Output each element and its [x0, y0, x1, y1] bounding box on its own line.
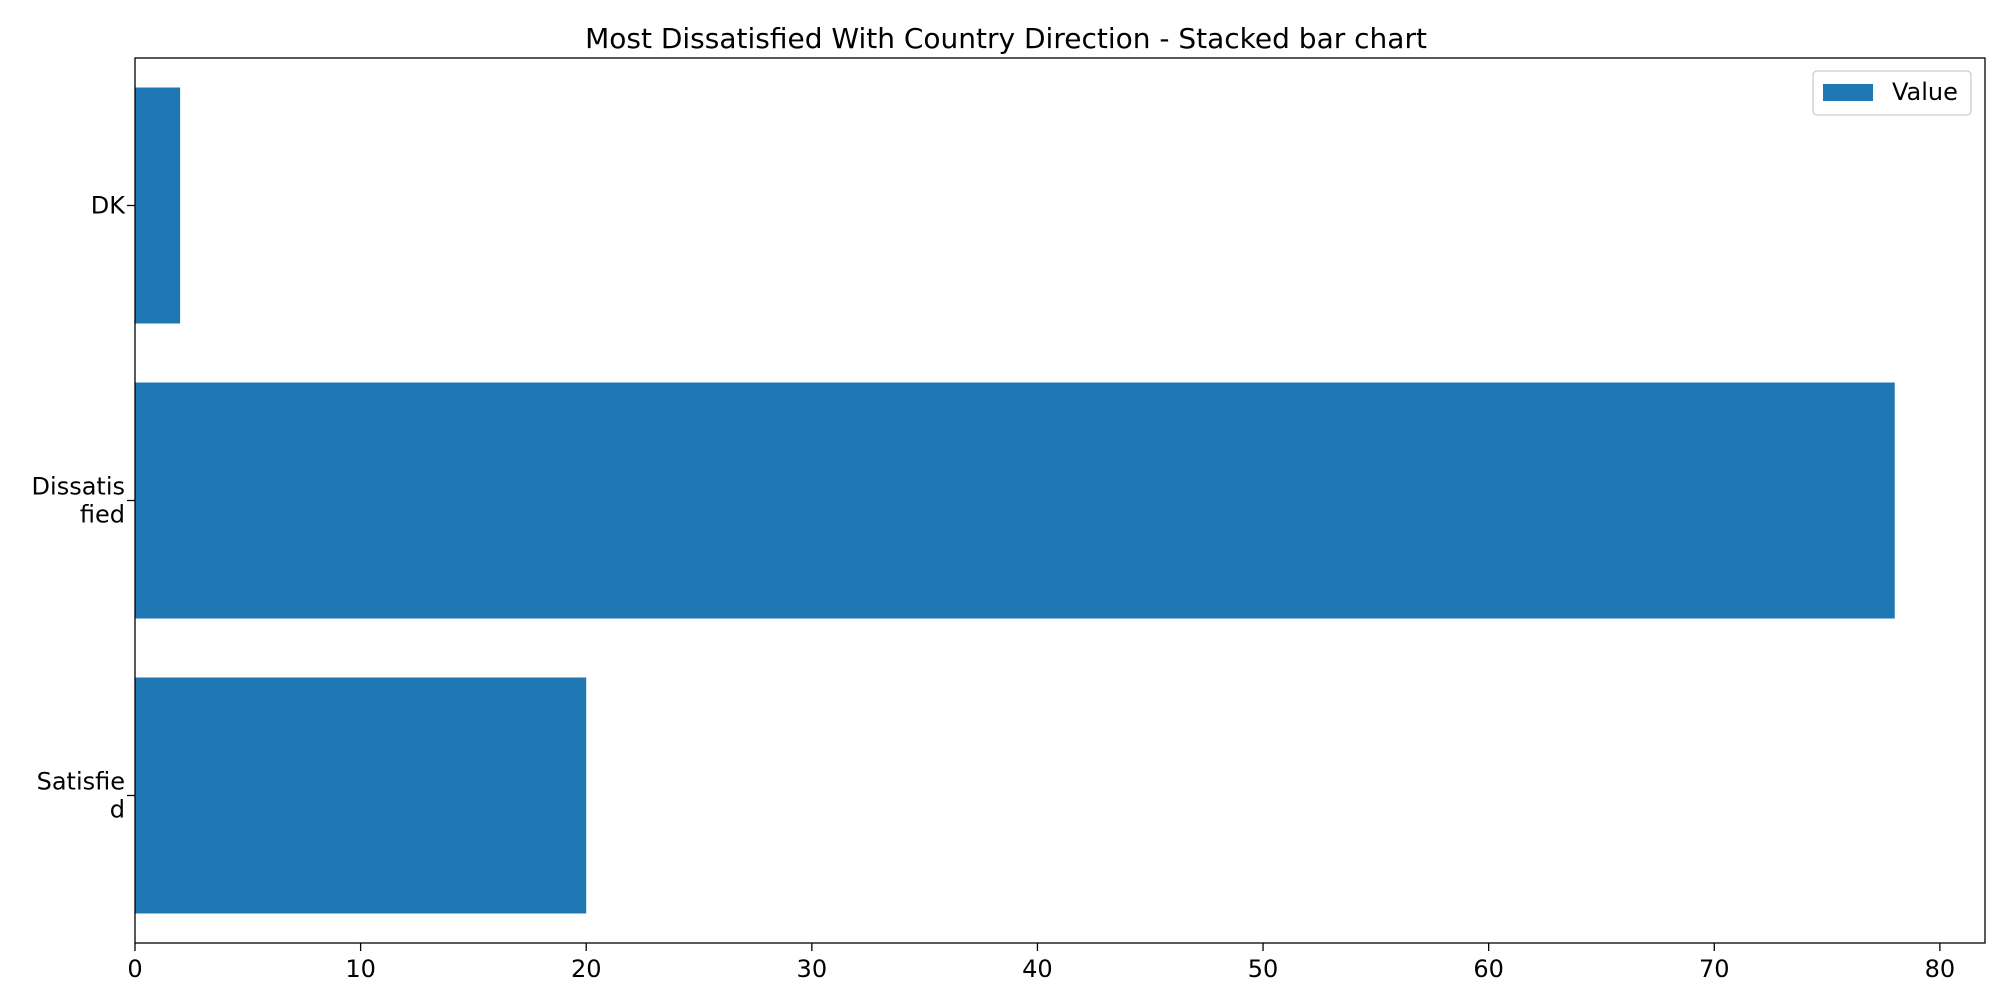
chart-title: Most Dissatisfied With Country Direction… [585, 22, 1427, 55]
x-tick-label-4: 40 [1022, 955, 1053, 983]
y-tick-label-2: Satisfie d [37, 768, 125, 824]
x-tick-label-2: 20 [571, 955, 602, 983]
legend-label: Value [1892, 78, 1958, 106]
y-tick-label-1: Dissatis fied [32, 473, 125, 529]
x-tick-label-0: 0 [127, 955, 142, 983]
bar-1 [135, 382, 1895, 619]
x-tick-label-7: 70 [1699, 955, 1730, 983]
legend-box [1812, 70, 1972, 116]
x-tick-label-3: 30 [797, 955, 828, 983]
x-tick-label-8: 80 [1925, 955, 1956, 983]
bars-layer [135, 87, 1895, 914]
y-axis: DK Dissatis fied Satisfie d [32, 192, 135, 824]
y-tick-label-0: DK [91, 192, 126, 220]
legend: Value [1812, 70, 1972, 116]
bar-2 [135, 677, 587, 914]
x-axis: 0 10 20 30 40 50 60 70 80 [127, 943, 1955, 983]
x-tick-label-1: 10 [345, 955, 376, 983]
bar-0 [135, 87, 181, 324]
legend-swatch [1823, 84, 1873, 101]
x-tick-label-5: 50 [1248, 955, 1279, 983]
x-tick-label-6: 60 [1473, 955, 1504, 983]
